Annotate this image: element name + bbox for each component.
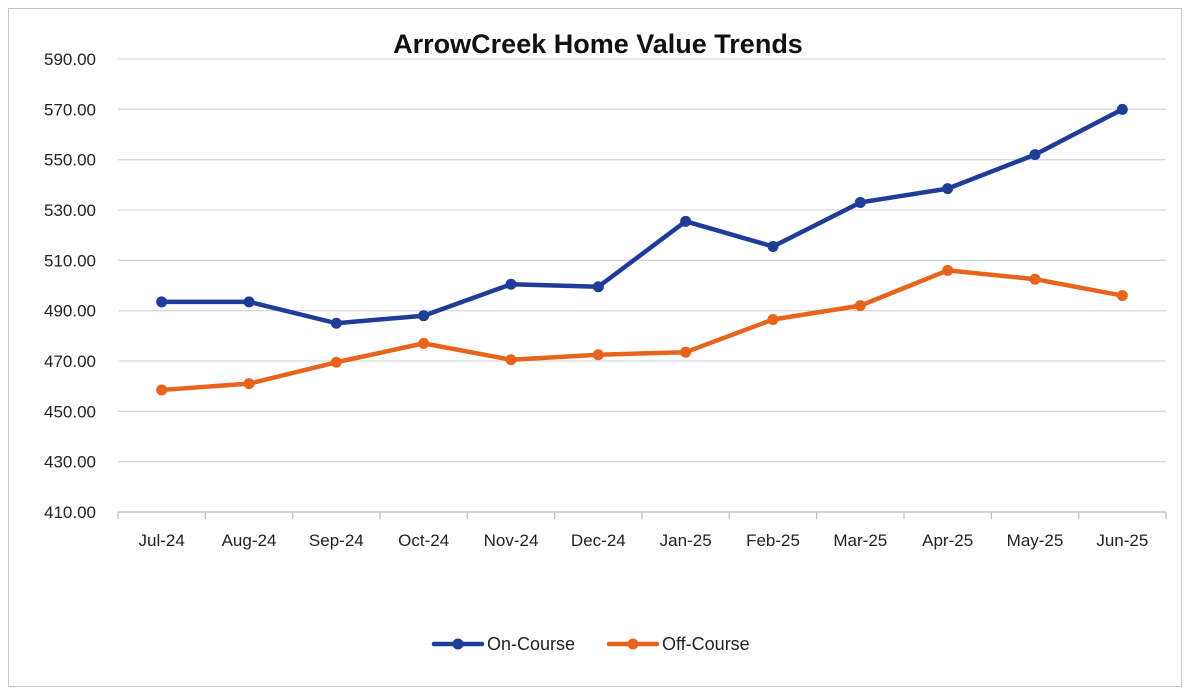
data-point <box>1029 149 1041 161</box>
data-point <box>680 215 692 227</box>
gridlines <box>118 58 1166 513</box>
legend-label: On-Course <box>487 634 575 654</box>
y-tick-label: 590.00 <box>44 50 96 69</box>
data-point <box>1116 103 1128 115</box>
chart-title: ArrowCreek Home Value Trends <box>393 29 803 59</box>
x-tick-label: May-25 <box>1007 531 1064 550</box>
legend-label: Off-Course <box>662 634 750 654</box>
x-tick-label: Jun-25 <box>1096 531 1148 550</box>
series-line <box>159 107 1125 326</box>
legend-item: On-Course <box>431 634 575 654</box>
legend-swatch-marker <box>452 638 464 650</box>
x-tick-label: Nov-24 <box>484 531 539 550</box>
axes: 410.00 430.00 450.00 470.00 490.00 510.00 530.… <box>44 50 1167 550</box>
data-point <box>854 300 866 312</box>
data-point <box>330 317 342 329</box>
data-point <box>592 281 604 293</box>
y-tick-label: 550.00 <box>44 151 96 170</box>
data-point <box>418 310 430 322</box>
x-tick-label: Sep-24 <box>309 531 364 550</box>
x-tick-label: Mar-25 <box>833 531 887 550</box>
data-point <box>243 378 255 390</box>
y-tick-label: 430.00 <box>44 453 96 472</box>
data-point <box>330 356 342 368</box>
y-tick-label: 410.00 <box>44 503 96 522</box>
series-on-course <box>156 103 1128 329</box>
data-point <box>418 337 430 349</box>
data-point <box>505 278 517 290</box>
legend: On-Course Off-Course <box>431 634 750 654</box>
y-tick-label: 490.00 <box>44 302 96 321</box>
x-tick-label: Dec-24 <box>571 531 626 550</box>
series-line <box>159 268 1125 393</box>
data-point <box>767 240 779 252</box>
data-point <box>243 296 255 308</box>
x-tick-label: Feb-25 <box>746 531 800 550</box>
x-tick-label: Jul-24 <box>139 531 185 550</box>
data-point <box>1029 273 1041 285</box>
data-point <box>156 296 168 308</box>
data-point <box>592 349 604 361</box>
data-point <box>156 384 168 396</box>
data-point <box>505 354 517 366</box>
chart-frame <box>8 8 1182 687</box>
y-tick-label: 470.00 <box>44 352 96 371</box>
x-tick-label: Apr-25 <box>922 531 973 550</box>
series-lines <box>156 103 1128 396</box>
y-tick-label: 530.00 <box>44 201 96 220</box>
series-off-course <box>156 264 1128 396</box>
data-point <box>680 346 692 358</box>
y-tick-label: 570.00 <box>44 100 96 119</box>
x-tick-label: Jan-25 <box>660 531 712 550</box>
legend-item: Off-Course <box>606 634 750 654</box>
y-tick-label: 510.00 <box>44 251 96 270</box>
x-tick-label: Aug-24 <box>222 531 277 550</box>
x-tick-label: Oct-24 <box>398 531 449 550</box>
data-point <box>767 313 779 325</box>
data-point <box>1116 290 1128 302</box>
data-point <box>942 183 954 195</box>
legend-swatch-marker <box>627 638 639 650</box>
data-point <box>854 196 866 208</box>
y-tick-label: 450.00 <box>44 402 96 421</box>
data-point <box>942 264 954 276</box>
